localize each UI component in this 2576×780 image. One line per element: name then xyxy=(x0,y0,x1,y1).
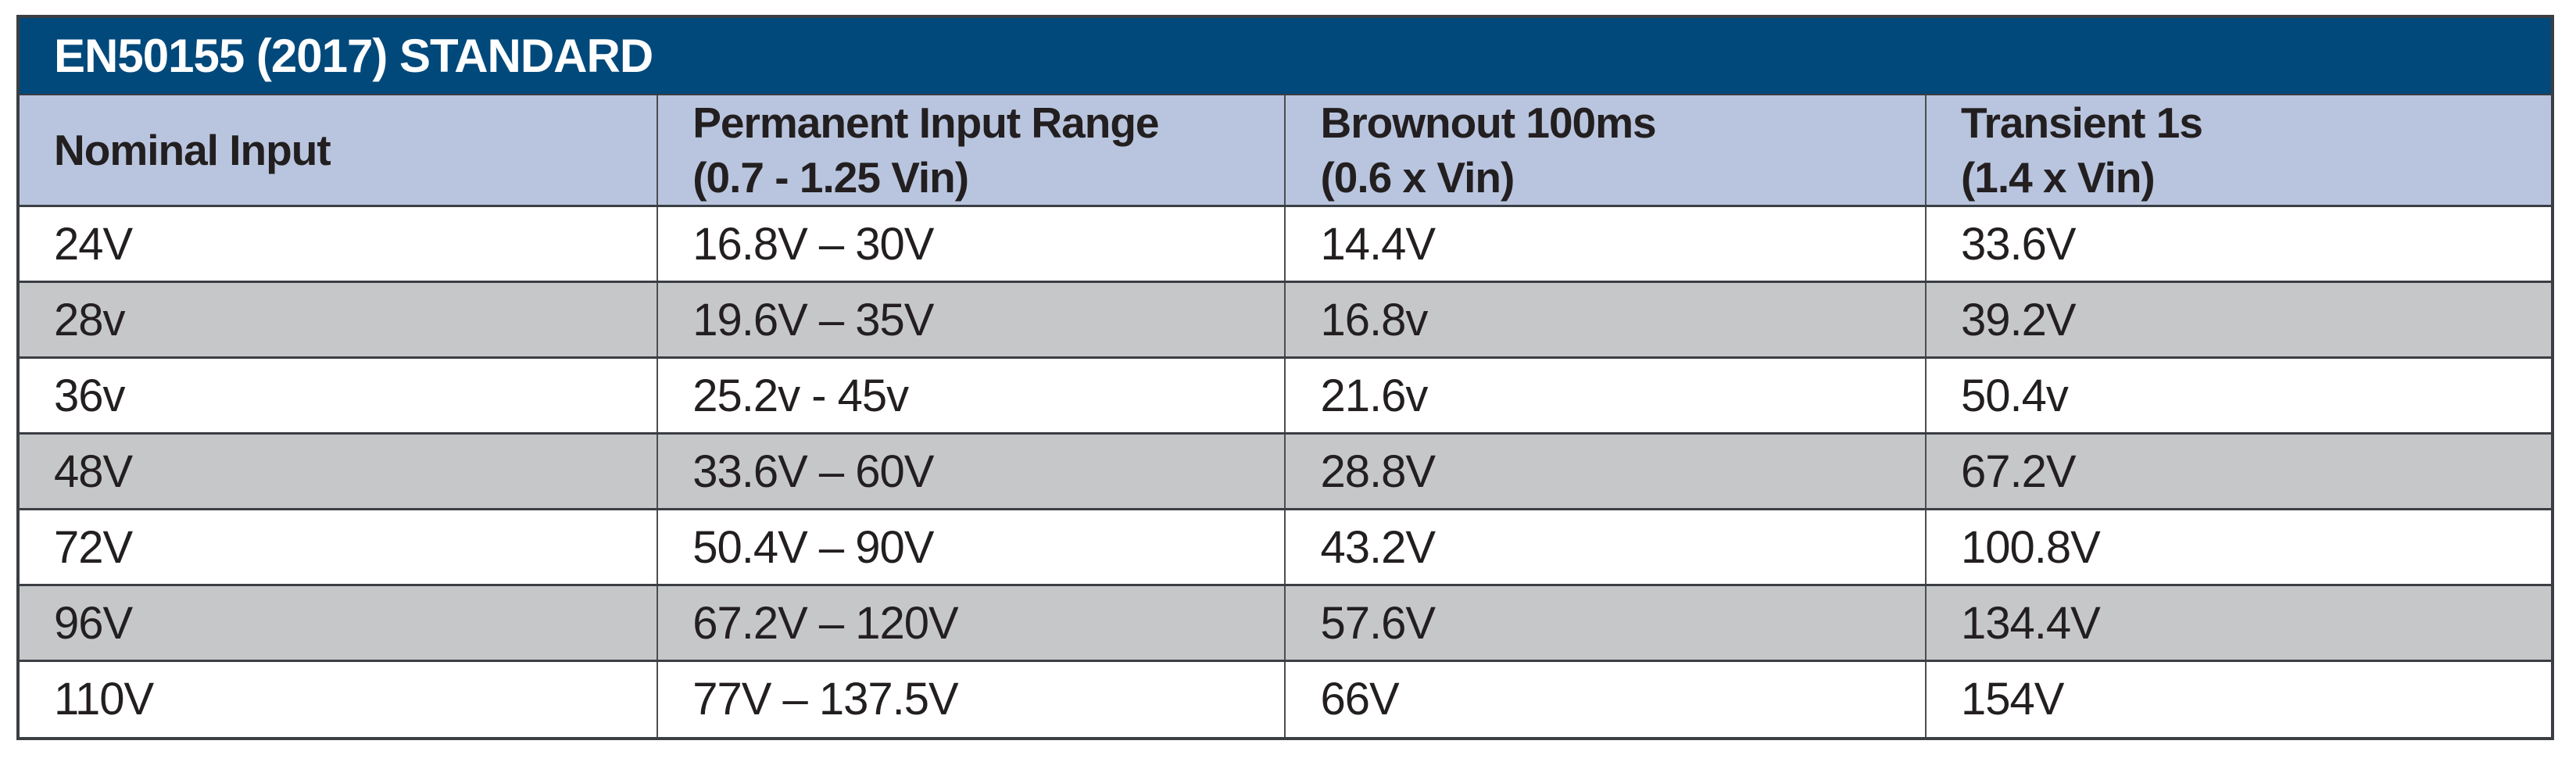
cell-permanent-range: 77V – 137.5V xyxy=(657,660,1286,737)
cell-nominal-input: 36v xyxy=(20,356,659,435)
col-header-label: Transient 1s xyxy=(1960,98,2203,147)
cell-transient: 39.2V xyxy=(1924,281,2551,359)
cell-nominal-input: 110V xyxy=(20,660,659,737)
cell-transient: 134.4V xyxy=(1924,584,2551,662)
table-title: EN50155 (2017) STANDARD xyxy=(54,30,653,82)
cell-transient: 100.8V xyxy=(1924,508,2551,586)
cell-brownout: 28.8V xyxy=(1284,432,1927,510)
col-header-sub: (0.6 x Vin) xyxy=(1320,153,1515,202)
col-header-label: Permanent Input Range xyxy=(692,98,1159,147)
col-header-nominal-input: Nominal Input xyxy=(20,95,659,207)
cell-transient: 67.2V xyxy=(1924,432,2551,510)
cell-nominal-input: 96V xyxy=(20,584,659,662)
table-row-48v: 48V 33.6V – 60V 28.8V 67.2V xyxy=(20,432,2551,510)
col-header-label: Brownout 100ms xyxy=(1320,98,1656,147)
en50155-standard-table: EN50155 (2017) STANDARD Nominal Input Pe… xyxy=(16,15,2554,740)
col-header-sub: (1.4 x Vin) xyxy=(1960,153,2156,202)
cell-brownout: 66V xyxy=(1284,660,1927,737)
table-row-72v: 72V 50.4V – 90V 43.2V 100.8V xyxy=(20,508,2551,586)
cell-permanent-range: 19.6V – 35V xyxy=(657,281,1286,359)
cell-brownout: 14.4V xyxy=(1284,205,1927,283)
cell-nominal-input: 72V xyxy=(20,508,659,586)
col-header-transient: Transient 1s (1.4 x Vin) xyxy=(1924,95,2551,207)
cell-brownout: 43.2V xyxy=(1284,508,1927,586)
cell-permanent-range: 33.6V – 60V xyxy=(657,432,1286,510)
cell-permanent-range: 16.8V – 30V xyxy=(657,205,1286,283)
table-row-96v: 96V 67.2V – 120V 57.6V 134.4V xyxy=(20,584,2551,662)
cell-transient: 154V xyxy=(1924,660,2551,737)
cell-nominal-input: 48V xyxy=(20,432,659,510)
cell-permanent-range: 50.4V – 90V xyxy=(657,508,1286,586)
table-row-24v: 24V 16.8V – 30V 14.4V 33.6V xyxy=(20,205,2551,283)
cell-nominal-input: 24V xyxy=(20,205,659,283)
col-header-permanent-input-range: Permanent Input Range (0.7 - 1.25 Vin) xyxy=(657,95,1286,207)
cell-brownout: 16.8v xyxy=(1284,281,1927,359)
cell-transient: 50.4v xyxy=(1924,356,2551,435)
col-header-sub: (0.7 - 1.25 Vin) xyxy=(692,153,969,202)
col-header-brownout: Brownout 100ms (0.6 x Vin) xyxy=(1284,95,1927,207)
cell-permanent-range: 25.2v - 45v xyxy=(657,356,1286,435)
cell-brownout: 21.6v xyxy=(1284,356,1927,435)
cell-brownout: 57.6V xyxy=(1284,584,1927,662)
table-title-bar: EN50155 (2017) STANDARD xyxy=(20,18,2551,95)
header-row: Nominal Input Permanent Input Range (0.7… xyxy=(20,95,2551,207)
cell-permanent-range: 67.2V – 120V xyxy=(657,584,1286,662)
table-row-110v: 110V 77V – 137.5V 66V 154V xyxy=(20,660,2551,737)
col-header-label: Nominal Input xyxy=(54,126,331,174)
table-row-28v: 28v 19.6V – 35V 16.8v 39.2V xyxy=(20,281,2551,359)
table-row-36v: 36v 25.2v - 45v 21.6v 50.4v xyxy=(20,356,2551,435)
cell-nominal-input: 28v xyxy=(20,281,659,359)
cell-transient: 33.6V xyxy=(1924,205,2551,283)
voltage-spec-table: Nominal Input Permanent Input Range (0.7… xyxy=(20,95,2551,737)
